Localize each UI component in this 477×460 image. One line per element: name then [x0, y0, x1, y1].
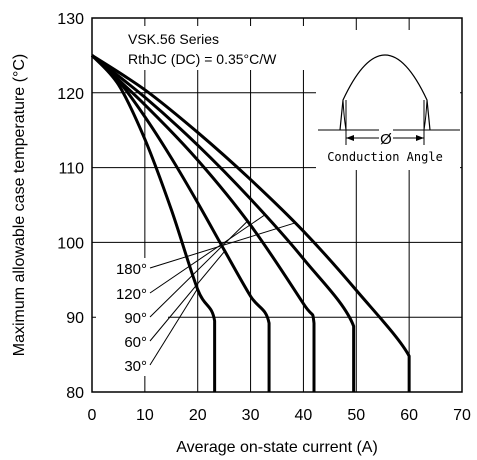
series-label-90°: 90°: [124, 310, 147, 327]
rth-annotation: RthJC (DC) = 0.35°C/W: [128, 51, 277, 67]
y-tick-label-120: 120: [57, 86, 84, 103]
tick-labels: 0 10 20 30 40 50 60 70 80 90 100 110 120 130: [57, 11, 471, 424]
y-tick-label-130: 130: [57, 11, 84, 28]
inset-symbol: Ø: [380, 131, 392, 148]
curve-30°: [90, 54, 217, 392]
curve-120°: [91, 54, 356, 392]
x-tick-label-30: 30: [242, 407, 260, 424]
y-tick-label-110: 110: [58, 161, 84, 178]
x-tick-label-60: 60: [400, 407, 418, 424]
y-axis-label: Maximum allowable case temperature (°C): [11, 54, 28, 357]
leader-lines: [149, 214, 296, 366]
x-tick-label-50: 50: [347, 407, 365, 424]
annotation-background: [122, 26, 314, 70]
inset-background: [316, 30, 460, 170]
series-label-180°: 180°: [116, 261, 147, 278]
inset-symbol-bg: [379, 128, 393, 148]
x-tick-label-70: 70: [453, 407, 471, 424]
series-label-120°: 120°: [116, 286, 147, 303]
x-tick-label-20: 20: [189, 407, 207, 424]
conduction-angle-inset: Ø Conduction Angle: [318, 54, 460, 164]
series-label-60°: 60°: [124, 334, 147, 351]
y-tick-label-90: 90: [66, 310, 84, 327]
x-tick-label-0: 0: [88, 407, 97, 424]
curve-180°: [91, 54, 411, 392]
x-axis-label: Average on-state current (A): [176, 439, 378, 456]
x-tick-label-10: 10: [136, 407, 154, 424]
inset-arrow-left: [346, 135, 354, 141]
leader-60°: [149, 250, 226, 342]
y-tick-label-80: 80: [66, 385, 84, 402]
inset-arc: [339, 54, 431, 131]
inset-arrow-right: [416, 135, 424, 141]
leader-180°: [149, 222, 296, 269]
leader-30°: [149, 288, 198, 366]
leader-120°: [149, 214, 265, 294]
curve-90°: [90, 54, 316, 392]
grid: [92, 18, 462, 392]
curves: [90, 54, 411, 392]
series-label-30°: 30°: [124, 358, 147, 375]
inset-label: Conduction Angle: [327, 150, 443, 164]
series-label-background: [96, 258, 168, 376]
series-title: VSK.56 Series: [128, 31, 219, 47]
plot-frame: [91, 17, 463, 393]
series-labels: 30° 60° 90° 120° 180°: [116, 261, 147, 375]
x-tick-label-40: 40: [295, 407, 313, 424]
y-tick-label-100: 100: [57, 235, 84, 252]
